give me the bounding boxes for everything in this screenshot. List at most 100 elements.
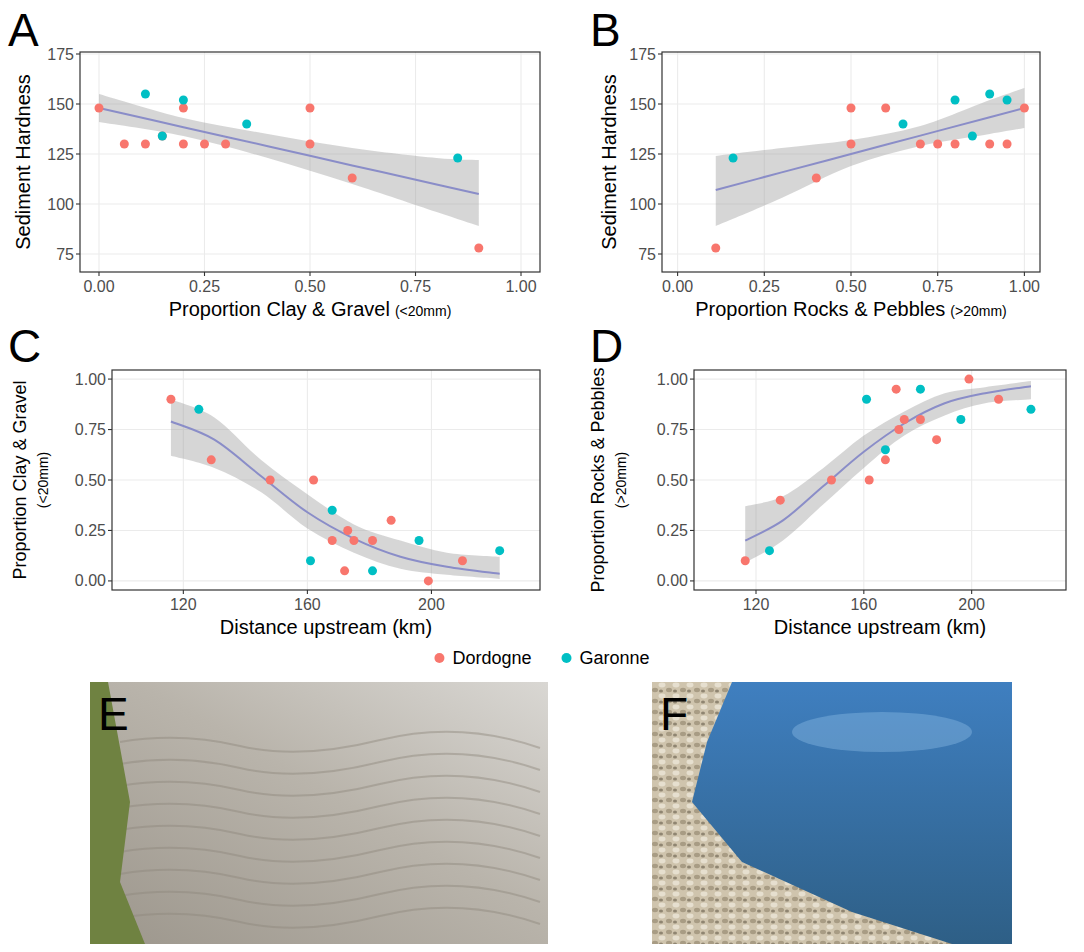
tick-label: 1.00 (1009, 278, 1040, 295)
point (892, 385, 901, 394)
tick (76, 153, 80, 154)
y-axis-title: Sediment Hardness (598, 74, 620, 250)
point (1026, 405, 1035, 414)
point (900, 415, 909, 424)
point (933, 140, 942, 149)
point (847, 140, 856, 149)
point (340, 566, 349, 575)
point (306, 104, 315, 113)
tick (937, 272, 938, 276)
tick-label: 0.75 (657, 421, 688, 438)
x-axis-title: Distance upstream (km) (220, 616, 432, 638)
legend-label: Dordogne (452, 648, 531, 668)
water (652, 682, 1012, 944)
tick (690, 580, 694, 581)
tick (658, 103, 662, 104)
ripple (120, 864, 540, 884)
tick-label: 0.25 (75, 522, 106, 539)
tick-label: 160 (850, 596, 877, 613)
legend-key (562, 653, 572, 663)
point (158, 132, 167, 141)
tick-label: 120 (170, 596, 197, 613)
panel-letter: F (660, 688, 688, 740)
grid-line (694, 379, 1066, 380)
grid-line (1024, 52, 1025, 272)
point (141, 90, 150, 99)
tick (76, 53, 80, 54)
x-axis-title: Proportion Rocks & Pebbles(>20mm) (695, 298, 1007, 320)
point (968, 132, 977, 141)
tick (755, 590, 756, 594)
tick (108, 580, 112, 581)
point (179, 140, 188, 149)
tick-label: 150 (47, 96, 74, 113)
trend-line (171, 421, 500, 573)
x-axis-title-text: Proportion Clay & Gravel (169, 298, 390, 320)
confidence-band (716, 88, 1025, 226)
figure: 0.000.250.500.751.0075100125150175Propor… (0, 0, 1084, 952)
grid-line (80, 253, 540, 254)
plot-background (112, 370, 540, 590)
tick-label: 75 (638, 246, 656, 263)
grid-line (112, 479, 540, 480)
point (956, 415, 965, 424)
panel-letter: D (590, 320, 623, 372)
point (453, 154, 462, 163)
plot-frame (694, 370, 1066, 590)
tick (690, 530, 694, 531)
point (343, 526, 352, 535)
point (387, 516, 396, 525)
tick-label: 1.00 (505, 278, 536, 295)
photo: E (90, 682, 548, 944)
point (309, 476, 318, 485)
confidence-band (745, 381, 1031, 563)
grid-line (694, 580, 1066, 581)
point (1003, 140, 1012, 149)
tick-label: 120 (743, 596, 770, 613)
grid-line (937, 52, 938, 272)
trend-line (716, 108, 1025, 190)
panel: 1201602000.000.250.500.751.00Distance up… (8, 320, 540, 638)
y-axis-title: Sediment Hardness (12, 74, 34, 250)
tick (658, 253, 662, 254)
plot-frame (80, 52, 540, 272)
ripple (120, 754, 540, 774)
tick (108, 429, 112, 430)
tick-label: 0.00 (75, 572, 106, 589)
point (894, 425, 903, 434)
point (1020, 104, 1029, 113)
ripple (120, 886, 540, 906)
panel: 0.000.250.500.751.0075100125150175Propor… (8, 4, 540, 320)
ripple (120, 908, 540, 928)
point (899, 120, 908, 129)
reflection (792, 712, 972, 752)
tick-label: 160 (294, 596, 321, 613)
tick-label: 200 (418, 596, 445, 613)
x-axis-title: Proportion Clay & Gravel(<20mm) (169, 298, 452, 320)
x-axis-title-text: Distance upstream (km) (220, 616, 432, 638)
tick (108, 379, 112, 380)
tick-label: 0.00 (662, 278, 693, 295)
point (881, 445, 890, 454)
plot-background (694, 370, 1066, 590)
point (368, 566, 377, 575)
point (328, 506, 337, 515)
point (141, 140, 150, 149)
point (424, 576, 433, 585)
tick-label: 0.75 (400, 278, 431, 295)
point (916, 415, 925, 424)
tick (658, 153, 662, 154)
y-axis-title: Proportion Clay & Gravel (10, 380, 30, 579)
tick (108, 479, 112, 480)
point (847, 104, 856, 113)
grid-line (112, 580, 540, 581)
tick-label: 200 (958, 596, 985, 613)
grid-line (204, 52, 205, 272)
point (951, 96, 960, 105)
tick (415, 272, 416, 276)
tick (108, 530, 112, 531)
point (306, 140, 315, 149)
point (932, 435, 941, 444)
point (179, 96, 188, 105)
grid-line (662, 253, 1040, 254)
